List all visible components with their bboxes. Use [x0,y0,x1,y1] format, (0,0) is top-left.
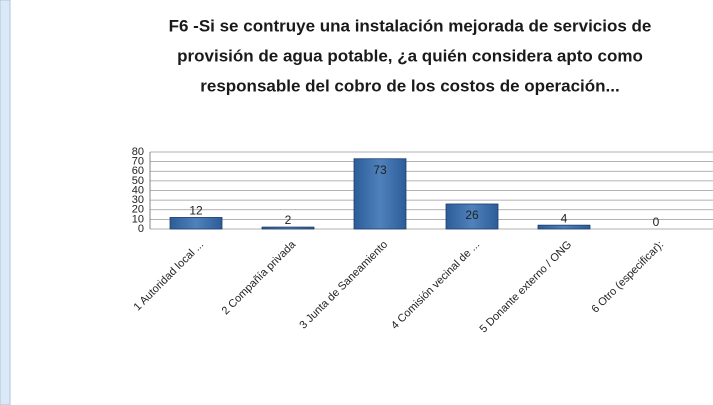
chart-title: F6 -Si se contruye una instalación mejor… [169,16,652,35]
value-label: 4 [561,211,568,225]
y-tick-label: 30 [132,194,144,206]
value-label: 2 [285,213,292,227]
y-tick-label: 20 [132,204,144,216]
bar [537,224,591,230]
bar [445,203,499,230]
chart-title: provisión de agua potable, ¿a quién cons… [177,46,643,65]
value-label: 0 [653,215,660,229]
y-tick-label: 70 [132,156,144,168]
y-tick-label: 40 [132,184,144,196]
y-tick-label: 10 [132,213,144,225]
y-tick-label: 50 [132,175,144,187]
value-label: 26 [465,208,479,222]
value-label: 73 [373,163,387,177]
window-frame [0,0,11,405]
y-tick-label: 60 [132,165,144,177]
value-label: 12 [189,204,203,218]
bar [261,226,315,230]
bar [353,158,407,230]
y-tick-label: 0 [138,223,144,235]
bar [169,217,223,230]
chart-title: responsable del cobro de los costos de o… [200,76,619,95]
y-tick-label: 80 [132,146,144,158]
